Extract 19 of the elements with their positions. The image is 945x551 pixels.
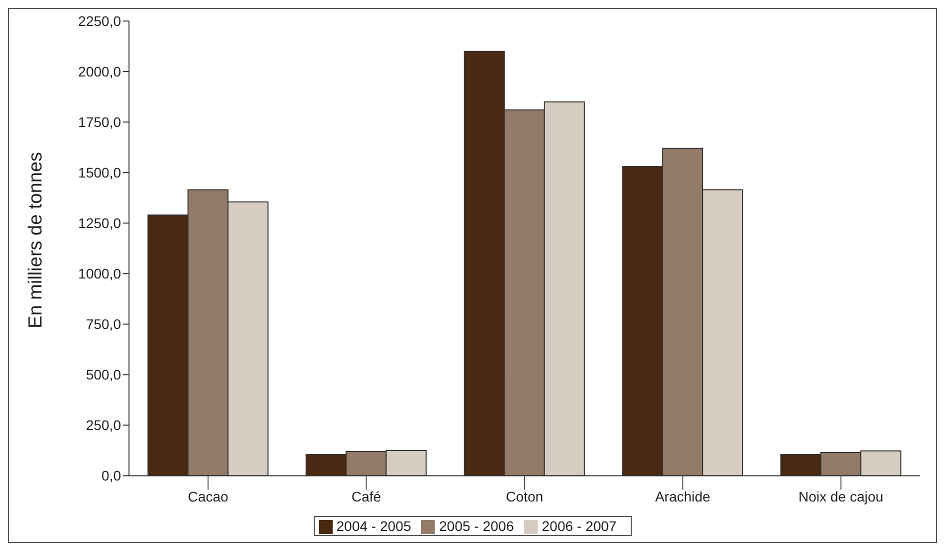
y-tick-label: 500,0 (86, 366, 122, 383)
y-tick-label: 1500,0 (78, 164, 122, 181)
y-tick-label: 2000,0 (78, 63, 122, 80)
y-tick-label: 250,0 (86, 417, 122, 434)
y-tick-label: 1250,0 (78, 215, 122, 232)
x-tick-label: Cacao (188, 488, 229, 505)
x-tick-label: Noix de cajou (798, 488, 884, 505)
y-tick-label: 1750,0 (78, 114, 122, 130)
y-tick-label: 0,0 (102, 468, 122, 484)
x-tick-label: Café (352, 488, 382, 505)
x-tick-label: Coton (506, 488, 544, 505)
legend-label: 2005 - 2006 (439, 518, 514, 534)
y-axis-title: En milliers de tonnes (26, 152, 47, 328)
y-tick-label: 750,0 (86, 316, 122, 332)
legend-label: 2006 - 2007 (542, 518, 617, 534)
legend-label: 2004 - 2005 (336, 518, 412, 534)
y-tick-label: 1000,0 (78, 266, 122, 282)
y-tick-label: 2250,0 (78, 12, 122, 29)
x-tick-label: Arachide (655, 488, 711, 505)
